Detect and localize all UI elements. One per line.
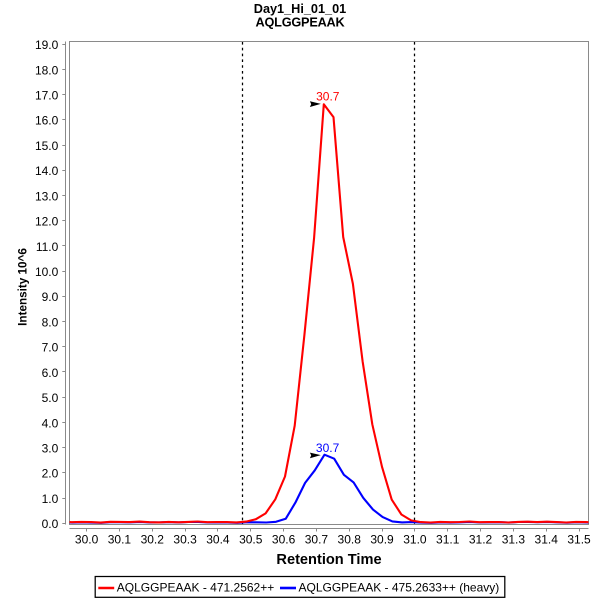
svg-text:7.0: 7.0	[42, 341, 59, 355]
svg-text:0.0: 0.0	[42, 517, 59, 531]
svg-text:10.0: 10.0	[35, 265, 59, 279]
svg-text:30.3: 30.3	[173, 533, 197, 547]
svg-text:1.0: 1.0	[42, 492, 59, 506]
svg-text:3.0: 3.0	[42, 441, 59, 455]
svg-text:12.0: 12.0	[35, 215, 59, 229]
svg-text:2.0: 2.0	[42, 467, 59, 481]
svg-text:31.3: 31.3	[502, 533, 526, 547]
svg-text:31.1: 31.1	[436, 533, 460, 547]
svg-text:30.1: 30.1	[108, 533, 132, 547]
svg-text:4.0: 4.0	[42, 416, 59, 430]
svg-text:30.8: 30.8	[338, 533, 362, 547]
svg-text:Retention Time: Retention Time	[276, 552, 381, 568]
svg-text:15.0: 15.0	[35, 139, 59, 153]
svg-text:5.0: 5.0	[42, 391, 59, 405]
svg-text:AQLGGPEAAK - 471.2562++: AQLGGPEAAK - 471.2562++	[117, 580, 274, 594]
svg-text:14.0: 14.0	[35, 164, 59, 178]
svg-text:30.7: 30.7	[316, 441, 340, 455]
svg-text:9.0: 9.0	[42, 290, 59, 304]
svg-text:30.2: 30.2	[141, 533, 165, 547]
svg-text:30.9: 30.9	[370, 533, 394, 547]
svg-text:18.0: 18.0	[35, 63, 59, 77]
svg-text:30.7: 30.7	[305, 533, 329, 547]
svg-text:30.0: 30.0	[75, 533, 99, 547]
svg-text:31.5: 31.5	[567, 533, 591, 547]
svg-text:30.4: 30.4	[206, 533, 230, 547]
svg-text:16.0: 16.0	[35, 114, 59, 128]
svg-text:8.0: 8.0	[42, 315, 59, 329]
svg-text:19.0: 19.0	[35, 38, 59, 52]
svg-text:Day1_Hi_01_01: Day1_Hi_01_01	[254, 2, 346, 16]
svg-text:AQLGGPEAAK: AQLGGPEAAK	[256, 15, 346, 29]
svg-text:31.4: 31.4	[535, 533, 559, 547]
svg-text:30.7: 30.7	[316, 90, 340, 104]
svg-text:6.0: 6.0	[42, 366, 59, 380]
svg-text:30.6: 30.6	[272, 533, 296, 547]
svg-text:31.0: 31.0	[403, 533, 427, 547]
svg-text:13.0: 13.0	[35, 189, 59, 203]
svg-text:11.0: 11.0	[36, 240, 59, 254]
svg-text:17.0: 17.0	[35, 88, 59, 102]
svg-text:AQLGGPEAAK - 475.2633++ (heavy: AQLGGPEAAK - 475.2633++ (heavy)	[299, 580, 500, 594]
svg-text:Intensity 10^6: Intensity 10^6	[16, 248, 29, 326]
svg-text:30.5: 30.5	[239, 533, 263, 547]
svg-text:31.2: 31.2	[469, 533, 493, 547]
